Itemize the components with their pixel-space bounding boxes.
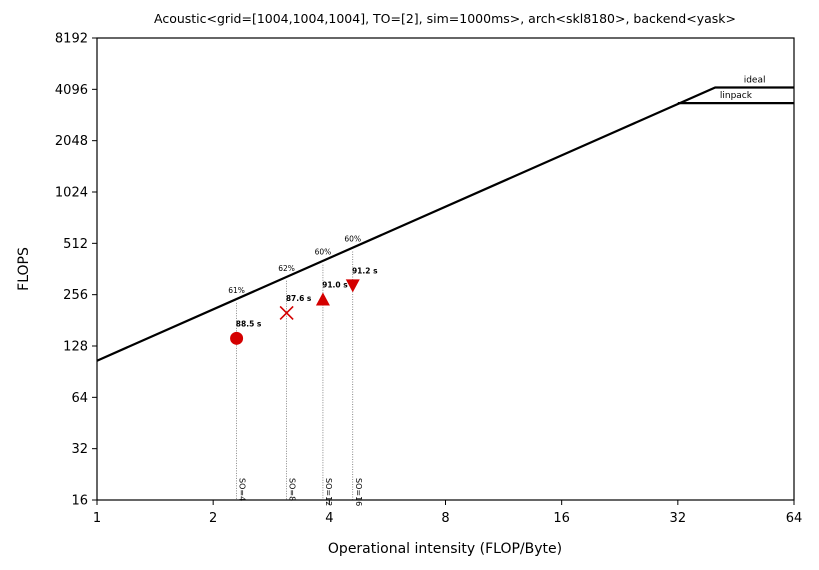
data-point-x-stroke (279, 305, 294, 321)
space-order-label: SO=16 (354, 478, 363, 506)
data-point-triangle-down (345, 279, 360, 293)
runtime-label: 91.2 s (352, 266, 378, 275)
x-axis: 1 2 4 8 16 32 64 (93, 500, 802, 526)
roof-percentage-label: 62% (278, 264, 295, 273)
roofline-label-ideal: ideal (744, 75, 766, 85)
roof-percentage-label: 60% (315, 248, 332, 257)
y-tick-label: 2048 (55, 134, 88, 149)
runtime-label: 87.6 s (286, 294, 312, 303)
data-point-x (279, 305, 294, 321)
x-axis-label: Operational intensity (FLOP/Byte) (328, 541, 562, 557)
space-order-label: SO=4 (238, 478, 247, 501)
runtime-label: 91.0 s (322, 280, 348, 289)
x-tick-label: 2 (209, 511, 217, 526)
x-tick-label: 16 (553, 511, 570, 526)
data-point-triangle-up (315, 292, 330, 306)
y-tick-label: 4096 (55, 83, 88, 98)
y-tick-label: 512 (63, 237, 88, 252)
y-tick-label: 256 (63, 288, 88, 303)
y-tick-label: 1024 (55, 186, 88, 201)
y-tick-label: 128 (63, 340, 88, 355)
y-tick-label: 8192 (55, 32, 88, 47)
x-tick-label: 1 (93, 511, 101, 526)
x-tick-label: 4 (325, 511, 333, 526)
x-tick-label: 64 (786, 511, 803, 526)
roofline-label-linpack: linpack (720, 91, 753, 101)
y-tick-label: 64 (71, 391, 88, 406)
roofline-ideal (96, 86, 794, 362)
y-tick-label: 16 (71, 494, 88, 509)
chart-title: Acoustic<grid=[1004,1004,1004], TO=[2], … (154, 11, 736, 26)
space-order-label: SO=8 (288, 478, 297, 501)
x-tick-label: 8 (441, 511, 449, 526)
runtime-label: 88.5 s (236, 319, 262, 328)
data-point-circle (230, 331, 244, 345)
roof-percentage-label: 60% (344, 234, 361, 243)
space-order-label: SO=12 (324, 478, 333, 506)
y-tick-label: 32 (71, 442, 88, 457)
y-axis-label: FLOPS (16, 247, 32, 291)
plot-area: ideal linpack 61% 88.5 s SO=4 62% 87.6 s SO=8 60… (96, 75, 794, 506)
roof-percentage-label: 61% (228, 286, 245, 295)
y-axis: 16 32 64 128 256 512 1024 2048 4096 8192 (55, 32, 97, 509)
plot-frame (96, 37, 795, 501)
x-tick-label: 32 (670, 511, 687, 526)
